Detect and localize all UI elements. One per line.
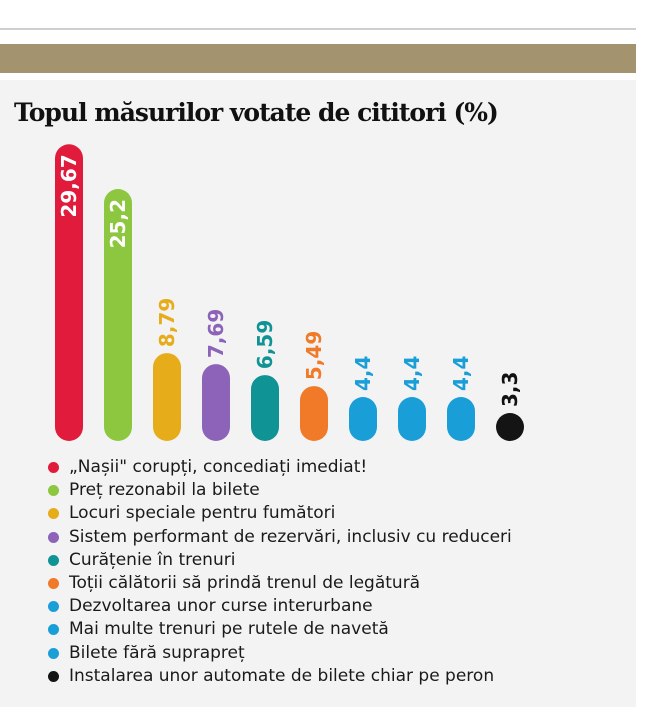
legend-marker [48,462,59,473]
legend-label: Instalarea unor automate de bilete chiar… [69,665,494,688]
legend-marker [48,601,59,612]
legend-label: Mai multe trenuri pe rutele de navetă [69,618,389,641]
legend-label: Sistem performant de rezervări, inclusiv… [69,526,512,549]
bar [447,397,475,441]
legend-marker [48,578,59,589]
data-label: 5,49 [302,331,326,380]
bar-group: 4,4 [447,356,475,441]
data-label: 29,67 [57,154,81,217]
bar [398,397,426,441]
data-label: 8,79 [155,298,179,347]
bar [202,364,230,441]
legend-label: Locuri speciale pentru fumători [69,502,335,525]
bar [153,353,181,441]
legend-label: Dezvoltarea unor curse interurbane [69,595,373,618]
data-label: 25,2 [106,199,130,248]
data-label: 4,4 [449,356,473,391]
bar [349,397,377,441]
legend-label: Bilete fără suprapreț [69,642,245,665]
legend-item: Curățenie în trenuri [48,549,512,572]
data-label: 7,69 [204,309,228,358]
legend-marker [48,555,59,566]
bar [496,413,524,441]
data-label: 4,4 [351,356,375,391]
legend-label: Toții călătorii să prindă trenul de legă… [69,572,420,595]
bar-group: 4,4 [398,356,426,441]
data-label: 4,4 [400,356,424,391]
legend-marker [48,508,59,519]
bar-group: 29,67 [55,144,83,441]
bar-group: 6,59 [251,320,279,441]
bar [300,386,328,441]
bar-group: 7,69 [202,309,230,441]
legend-label: „Nașii" corupți, concediați imediat! [69,456,367,479]
legend-label: Preț rezonabil la bilete [69,479,260,502]
legend-item: Toții călătorii să prindă trenul de legă… [48,572,512,595]
legend-item: Dezvoltarea unor curse interurbane [48,595,512,618]
legend-marker [48,671,59,682]
bar-group: 4,4 [349,356,377,441]
bar-group: 3,3 [496,372,524,441]
bar [251,375,279,441]
legend-item: „Nașii" corupți, concediați imediat! [48,456,512,479]
bar-group: 25,2 [104,189,132,441]
legend-marker [48,532,59,543]
legend-item: Locuri speciale pentru fumători [48,502,512,525]
legend-item: Mai multe trenuri pe rutele de navetă [48,618,512,641]
legend-item: Preț rezonabil la bilete [48,479,512,502]
data-label: 6,59 [253,320,277,369]
legend-label: Curățenie în trenuri [69,549,235,572]
legend-marker [48,648,59,659]
legend-marker [48,624,59,635]
chart-legend: „Nașii" corupți, concediați imediat! Preț… [48,456,512,688]
legend-item: Instalarea unor automate de bilete chiar… [48,665,512,688]
data-label: 3,3 [498,372,522,407]
bar-group: 8,79 [153,298,181,441]
legend-item: Sistem performant de rezervări, inclusiv… [48,526,512,549]
bar-group: 5,49 [300,331,328,441]
legend-item: Bilete fără suprapreț [48,642,512,665]
legend-marker [48,485,59,496]
